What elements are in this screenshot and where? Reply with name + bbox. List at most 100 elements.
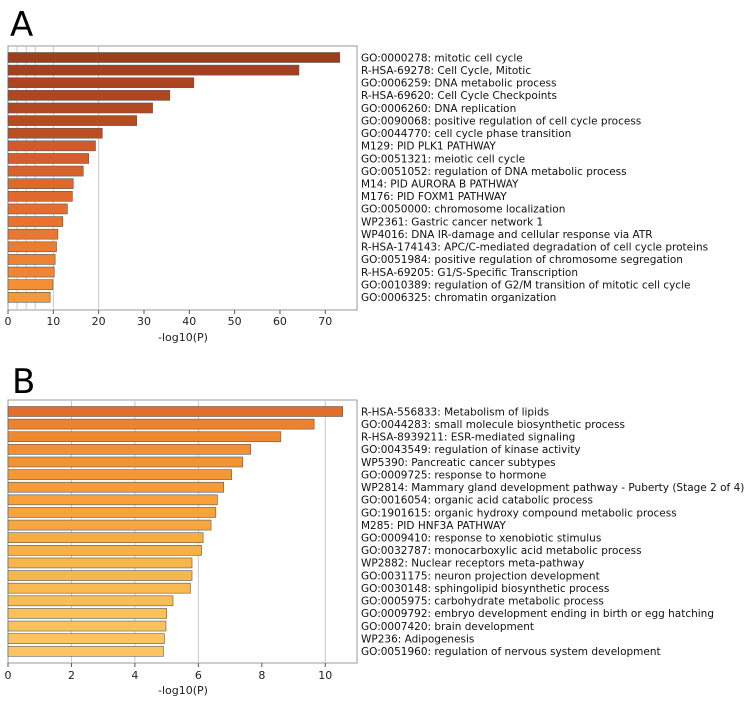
x-tick-label: 40 <box>182 315 196 328</box>
x-tick-label: 60 <box>273 315 287 328</box>
bar-term-label: GO:0031175: neuron projection developmen… <box>361 570 600 582</box>
bar-term-label: GO:0006259: DNA metabolic process <box>361 78 556 90</box>
x-axis-label-a: -log10(P) <box>158 331 208 344</box>
x-tick-label: 10 <box>46 315 60 328</box>
bar <box>7 469 232 480</box>
bar-term-label: GO:0006260: DNA replication <box>361 103 516 115</box>
bar-term-label: GO:0009725: response to hormone <box>361 469 546 481</box>
bar-term-label: GO:0007420: brain development <box>361 621 534 633</box>
bar-term-label: R-HSA-174143: APC/C-mediated degradation… <box>361 242 708 254</box>
bar-term-label: GO:0006325: chromatin organization <box>361 292 556 304</box>
gridlines-b <box>70 400 326 663</box>
bar-term-label: GO:0010389: regulation of G2/M transitio… <box>361 279 690 291</box>
bar-term-label: R-HSA-69205: G1/S-Specific Transcription <box>361 267 578 279</box>
term-labels-b: R-HSA-556833: Metabolism of lipidsGO:004… <box>361 406 744 658</box>
panel-letter-a: A <box>10 5 33 45</box>
bar-term-label: M14: PID AURORA B PATHWAY <box>361 179 519 191</box>
bar-term-label: GO:1901615: organic hydroxy compound met… <box>361 507 677 519</box>
bar <box>7 77 195 89</box>
bar <box>7 595 174 607</box>
x-axis-ticks-a: 0 10 20 30 40 50 60 70 <box>5 310 332 328</box>
bar <box>7 620 167 632</box>
bars-a <box>7 52 341 303</box>
bar-term-label: WP2882: Nuclear receptors meta-pathway <box>361 558 584 570</box>
x-tick-label: 0 <box>5 315 12 328</box>
bar-term-label: WP2361: Gastric cancer network 1 <box>361 216 543 228</box>
x-tick-label: 4 <box>131 669 138 682</box>
bar <box>7 431 282 443</box>
bar <box>7 494 218 506</box>
bar-term-label: WP236: Adipogenesis <box>361 633 474 645</box>
bar-term-label: GO:0090068: positive regulation of cell … <box>361 115 641 127</box>
bar <box>7 102 153 114</box>
bar <box>7 507 217 518</box>
bar-term-label: M129: PID PLK1 PATHWAY <box>361 141 496 153</box>
bar-term-label: R-HSA-69620: Cell Cycle Checkpoints <box>361 90 557 102</box>
panel-letter-b: B <box>12 362 35 402</box>
bar-term-label: R-HSA-69278: Cell Cycle, Mitotic <box>361 65 531 77</box>
bar <box>7 241 57 253</box>
bar <box>7 191 73 202</box>
plot-frame-b <box>7 399 358 664</box>
bar-chart-panel-a: 0 10 20 30 40 50 60 70 GO:0000278: mitotic cell… <box>5 45 708 344</box>
bar <box>7 444 252 455</box>
bars-b <box>7 406 344 657</box>
bar <box>7 140 96 152</box>
bar-term-label: M285: PID HNF3A PATHWAY <box>361 520 506 532</box>
bar <box>7 633 165 644</box>
bar-term-label: GO:0051321: meiotic cell cycle <box>361 153 525 165</box>
bar-term-label: GO:0030148: sphingolipid biosynthetic pr… <box>361 583 609 595</box>
bar <box>7 203 68 215</box>
bar <box>7 582 191 594</box>
bar-term-label: WP2814: Mammary gland development pathwa… <box>361 482 744 494</box>
x-tick-label: 8 <box>258 669 265 682</box>
bar-term-label: GO:0050000: chromosome localization <box>361 204 565 216</box>
bar-term-label: GO:0032787: monocarboxylic acid metaboli… <box>361 545 642 557</box>
bar <box>7 406 344 417</box>
bar-chart-panel-b: 0 2 4 6 8 10 R-HSA-556833: Metabolism of lipi… <box>5 399 744 697</box>
x-tick-label: 70 <box>318 315 332 328</box>
gridlines-a <box>16 46 100 310</box>
bar-term-label: GO:0043549: regulation of kinase activit… <box>361 444 581 456</box>
x-tick-label: 10 <box>318 669 332 682</box>
bar-term-label: GO:0009792: embryo development ending in… <box>361 608 714 620</box>
bar-term-label: R-HSA-556833: Metabolism of lipids <box>361 406 549 418</box>
bar-term-label: GO:0009410: response to xenobiotic stimu… <box>361 533 601 545</box>
plot-frame-a <box>7 45 358 311</box>
bar <box>7 216 64 227</box>
bar <box>7 254 56 265</box>
x-axis-label-b: -log10(P) <box>158 684 208 697</box>
x-tick-label: 0 <box>5 669 12 682</box>
bar-term-label: GO:0044770: cell cycle phase transition <box>361 128 571 140</box>
bar <box>7 165 84 177</box>
bar <box>7 266 55 278</box>
bar <box>7 90 171 101</box>
x-tick-label: 20 <box>92 315 106 328</box>
bar-term-label: GO:0051984: positive regulation of chrom… <box>361 254 683 266</box>
bar-term-label: GO:0016054: organic acid catabolic proce… <box>361 495 593 507</box>
bar <box>7 645 164 657</box>
bar <box>7 115 138 126</box>
bar <box>7 228 59 240</box>
bar <box>7 532 204 544</box>
bar-term-label: GO:0005975: carbohydrate metabolic proce… <box>361 596 604 608</box>
bar <box>7 52 341 63</box>
bar <box>7 153 89 164</box>
bar <box>7 279 54 290</box>
bar-term-label: GO:0051052: regulation of DNA metabolic … <box>361 166 627 178</box>
bar <box>7 178 74 189</box>
bar <box>7 291 51 303</box>
term-labels-a: GO:0000278: mitotic cell cycleR-HSA-6927… <box>361 52 708 304</box>
bar <box>7 418 315 430</box>
bar <box>7 608 167 619</box>
bar <box>7 570 193 581</box>
x-tick-label: 50 <box>228 315 242 328</box>
bar <box>7 545 202 556</box>
bar <box>7 557 193 569</box>
bar-term-label: M176: PID FOXM1 PATHWAY <box>361 191 507 203</box>
bar-term-label: R-HSA-8939211: ESR-mediated signaling <box>361 432 575 444</box>
bar-term-label: GO:0044283: small molecule biosynthetic … <box>361 419 625 431</box>
bar <box>7 519 212 531</box>
x-tick-label: 2 <box>68 669 75 682</box>
